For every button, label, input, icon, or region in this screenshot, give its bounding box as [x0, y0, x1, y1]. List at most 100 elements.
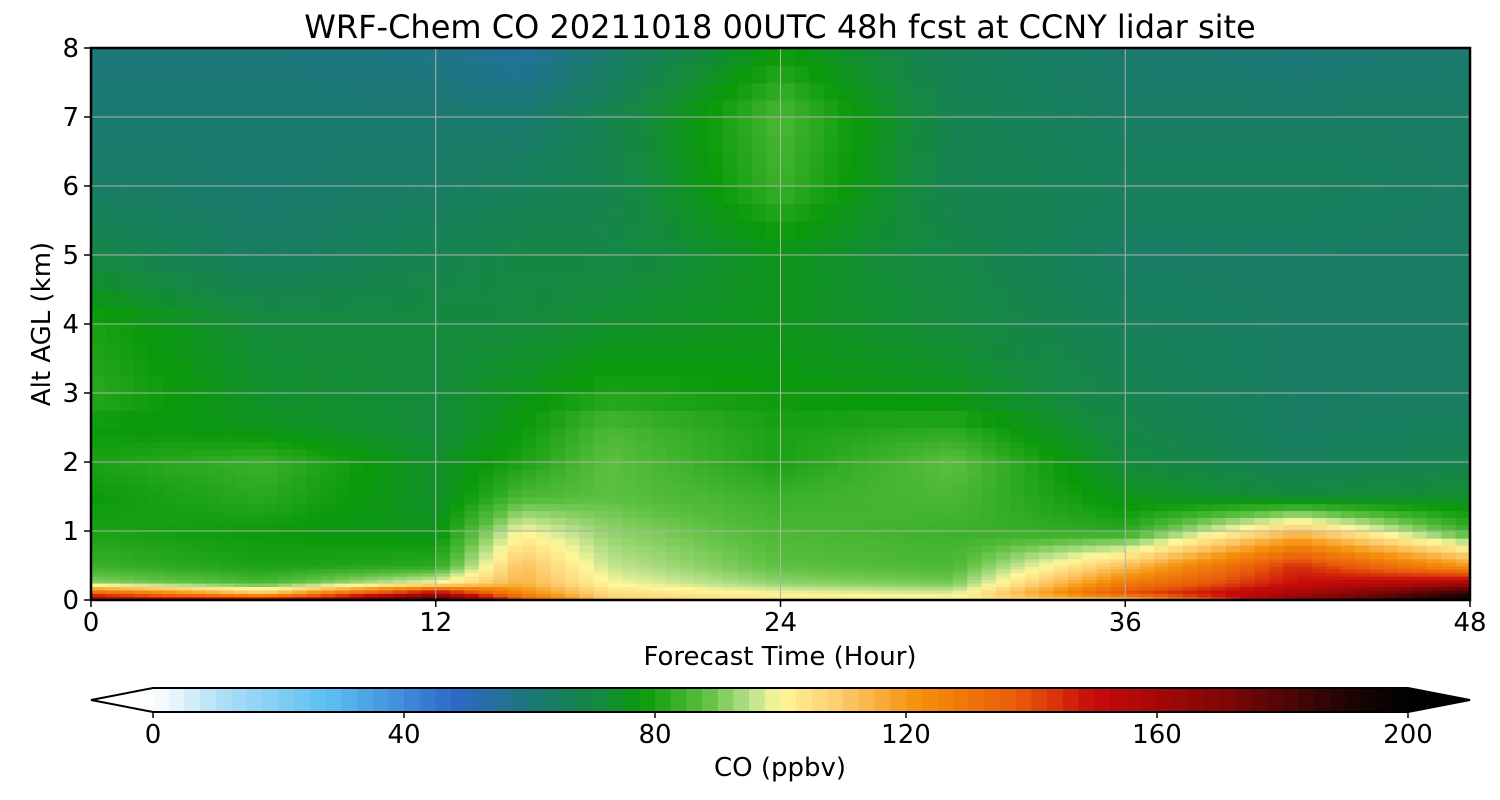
heatmap-cell [148, 537, 164, 546]
heatmap-cell [1326, 589, 1342, 594]
heatmap-cell [837, 462, 854, 470]
heatmap-cell [708, 596, 724, 600]
heatmap-cell [708, 168, 724, 187]
heatmap-cell [679, 589, 696, 594]
heatmap-cell [263, 393, 279, 412]
heatmap-cell [1441, 579, 1457, 584]
heatmap-cell [1168, 568, 1184, 574]
heatmap-cell [148, 551, 164, 560]
heatmap-cell [335, 565, 351, 570]
heatmap-cell [1225, 393, 1241, 412]
heatmap-cell [679, 558, 696, 563]
heatmap-cell [363, 341, 380, 360]
heatmap-cell [1197, 582, 1213, 587]
heatmap-cell [1139, 324, 1155, 343]
heatmap-cell [665, 510, 681, 518]
heatmap-cell [881, 537, 897, 546]
heatmap-cell [536, 558, 552, 563]
heatmap-cell [694, 410, 710, 429]
heatmap-cell [1455, 272, 1470, 291]
heatmap-cell [349, 168, 365, 187]
heatmap-cell [593, 537, 609, 546]
heatmap-cell [162, 168, 178, 187]
heatmap-cell [1024, 306, 1040, 325]
heatmap-cell [191, 489, 207, 498]
heatmap-cell [651, 589, 667, 594]
heatmap-cell [1039, 475, 1055, 484]
heatmap-cell [895, 375, 911, 394]
heatmap-cell [1426, 393, 1443, 412]
heatmap-cell [895, 220, 911, 239]
heatmap-cell [148, 544, 164, 553]
heatmap-cell [148, 441, 164, 449]
heatmap-cell [392, 558, 408, 563]
heatmap-cell [220, 427, 236, 436]
heatmap-cell [981, 586, 997, 591]
heatmap-cell [665, 289, 681, 308]
heatmap-cell [952, 237, 969, 256]
heatmap-cell [1139, 65, 1155, 84]
heatmap-cell [493, 237, 509, 256]
heatmap-cell [766, 82, 782, 101]
heatmap-cell [636, 558, 653, 563]
heatmap-cell [995, 220, 1012, 239]
heatmap-cell [1197, 589, 1213, 594]
heatmap-cell [349, 551, 365, 560]
heatmap-cell [766, 575, 782, 581]
heatmap-cell [1211, 410, 1227, 429]
heatmap-cell [1268, 596, 1285, 600]
heatmap-cell [220, 468, 236, 477]
heatmap-cell [1125, 99, 1141, 118]
heatmap-cell [1096, 568, 1112, 574]
heatmap-cell [1082, 482, 1098, 491]
heatmap-cell [766, 237, 782, 256]
heatmap-cell [507, 579, 523, 584]
heatmap-cell [493, 589, 509, 594]
heatmap-cell [105, 593, 121, 598]
heatmap-cell [1398, 82, 1414, 101]
heatmap-cell [1254, 496, 1270, 505]
heatmap-cell [493, 117, 509, 136]
heatmap-cell [608, 593, 624, 598]
heatmap-cell [1096, 82, 1112, 101]
heatmap-cell [1268, 375, 1285, 394]
heatmap-cell [521, 575, 538, 581]
heatmap-cell [751, 186, 767, 205]
heatmap-cell [593, 341, 609, 360]
heatmap-cell [220, 524, 236, 532]
heatmap-cell [392, 596, 408, 600]
heatmap-cell [105, 558, 121, 563]
heatmap-cell [708, 551, 724, 560]
heatmap-cell [1110, 151, 1127, 170]
heatmap-cell [608, 524, 624, 532]
heatmap-cell [1153, 441, 1170, 449]
heatmap-cell [1240, 410, 1256, 429]
heatmap-cell [349, 255, 365, 274]
heatmap-cell [751, 482, 767, 491]
heatmap-cell [435, 593, 451, 598]
heatmap-cell [794, 455, 811, 463]
heatmap-cell [521, 99, 538, 118]
heatmap-cell [1211, 496, 1227, 505]
heatmap-cell [320, 551, 336, 560]
heatmap-cell [794, 558, 811, 563]
heatmap-cell [924, 306, 940, 325]
heatmap-cell [938, 448, 954, 456]
heatmap-cell [881, 572, 897, 577]
heatmap-cell [464, 448, 480, 456]
heatmap-cell [1355, 448, 1371, 456]
heatmap-cell [1455, 151, 1470, 170]
heatmap-cell [1297, 82, 1313, 101]
heatmap-cell [1455, 237, 1470, 256]
heatmap-cell [995, 410, 1012, 429]
heatmap-cell [1412, 441, 1428, 449]
heatmap-cell [809, 596, 825, 600]
heatmap-cell [593, 151, 609, 170]
heatmap-cell [191, 427, 207, 436]
heatmap-cell [1268, 565, 1285, 570]
heatmap-cell [91, 551, 107, 560]
heatmap-cell [1197, 572, 1213, 577]
heatmap-cell [249, 524, 265, 532]
heatmap-cell [1153, 393, 1170, 412]
heatmap-cell [421, 82, 437, 101]
